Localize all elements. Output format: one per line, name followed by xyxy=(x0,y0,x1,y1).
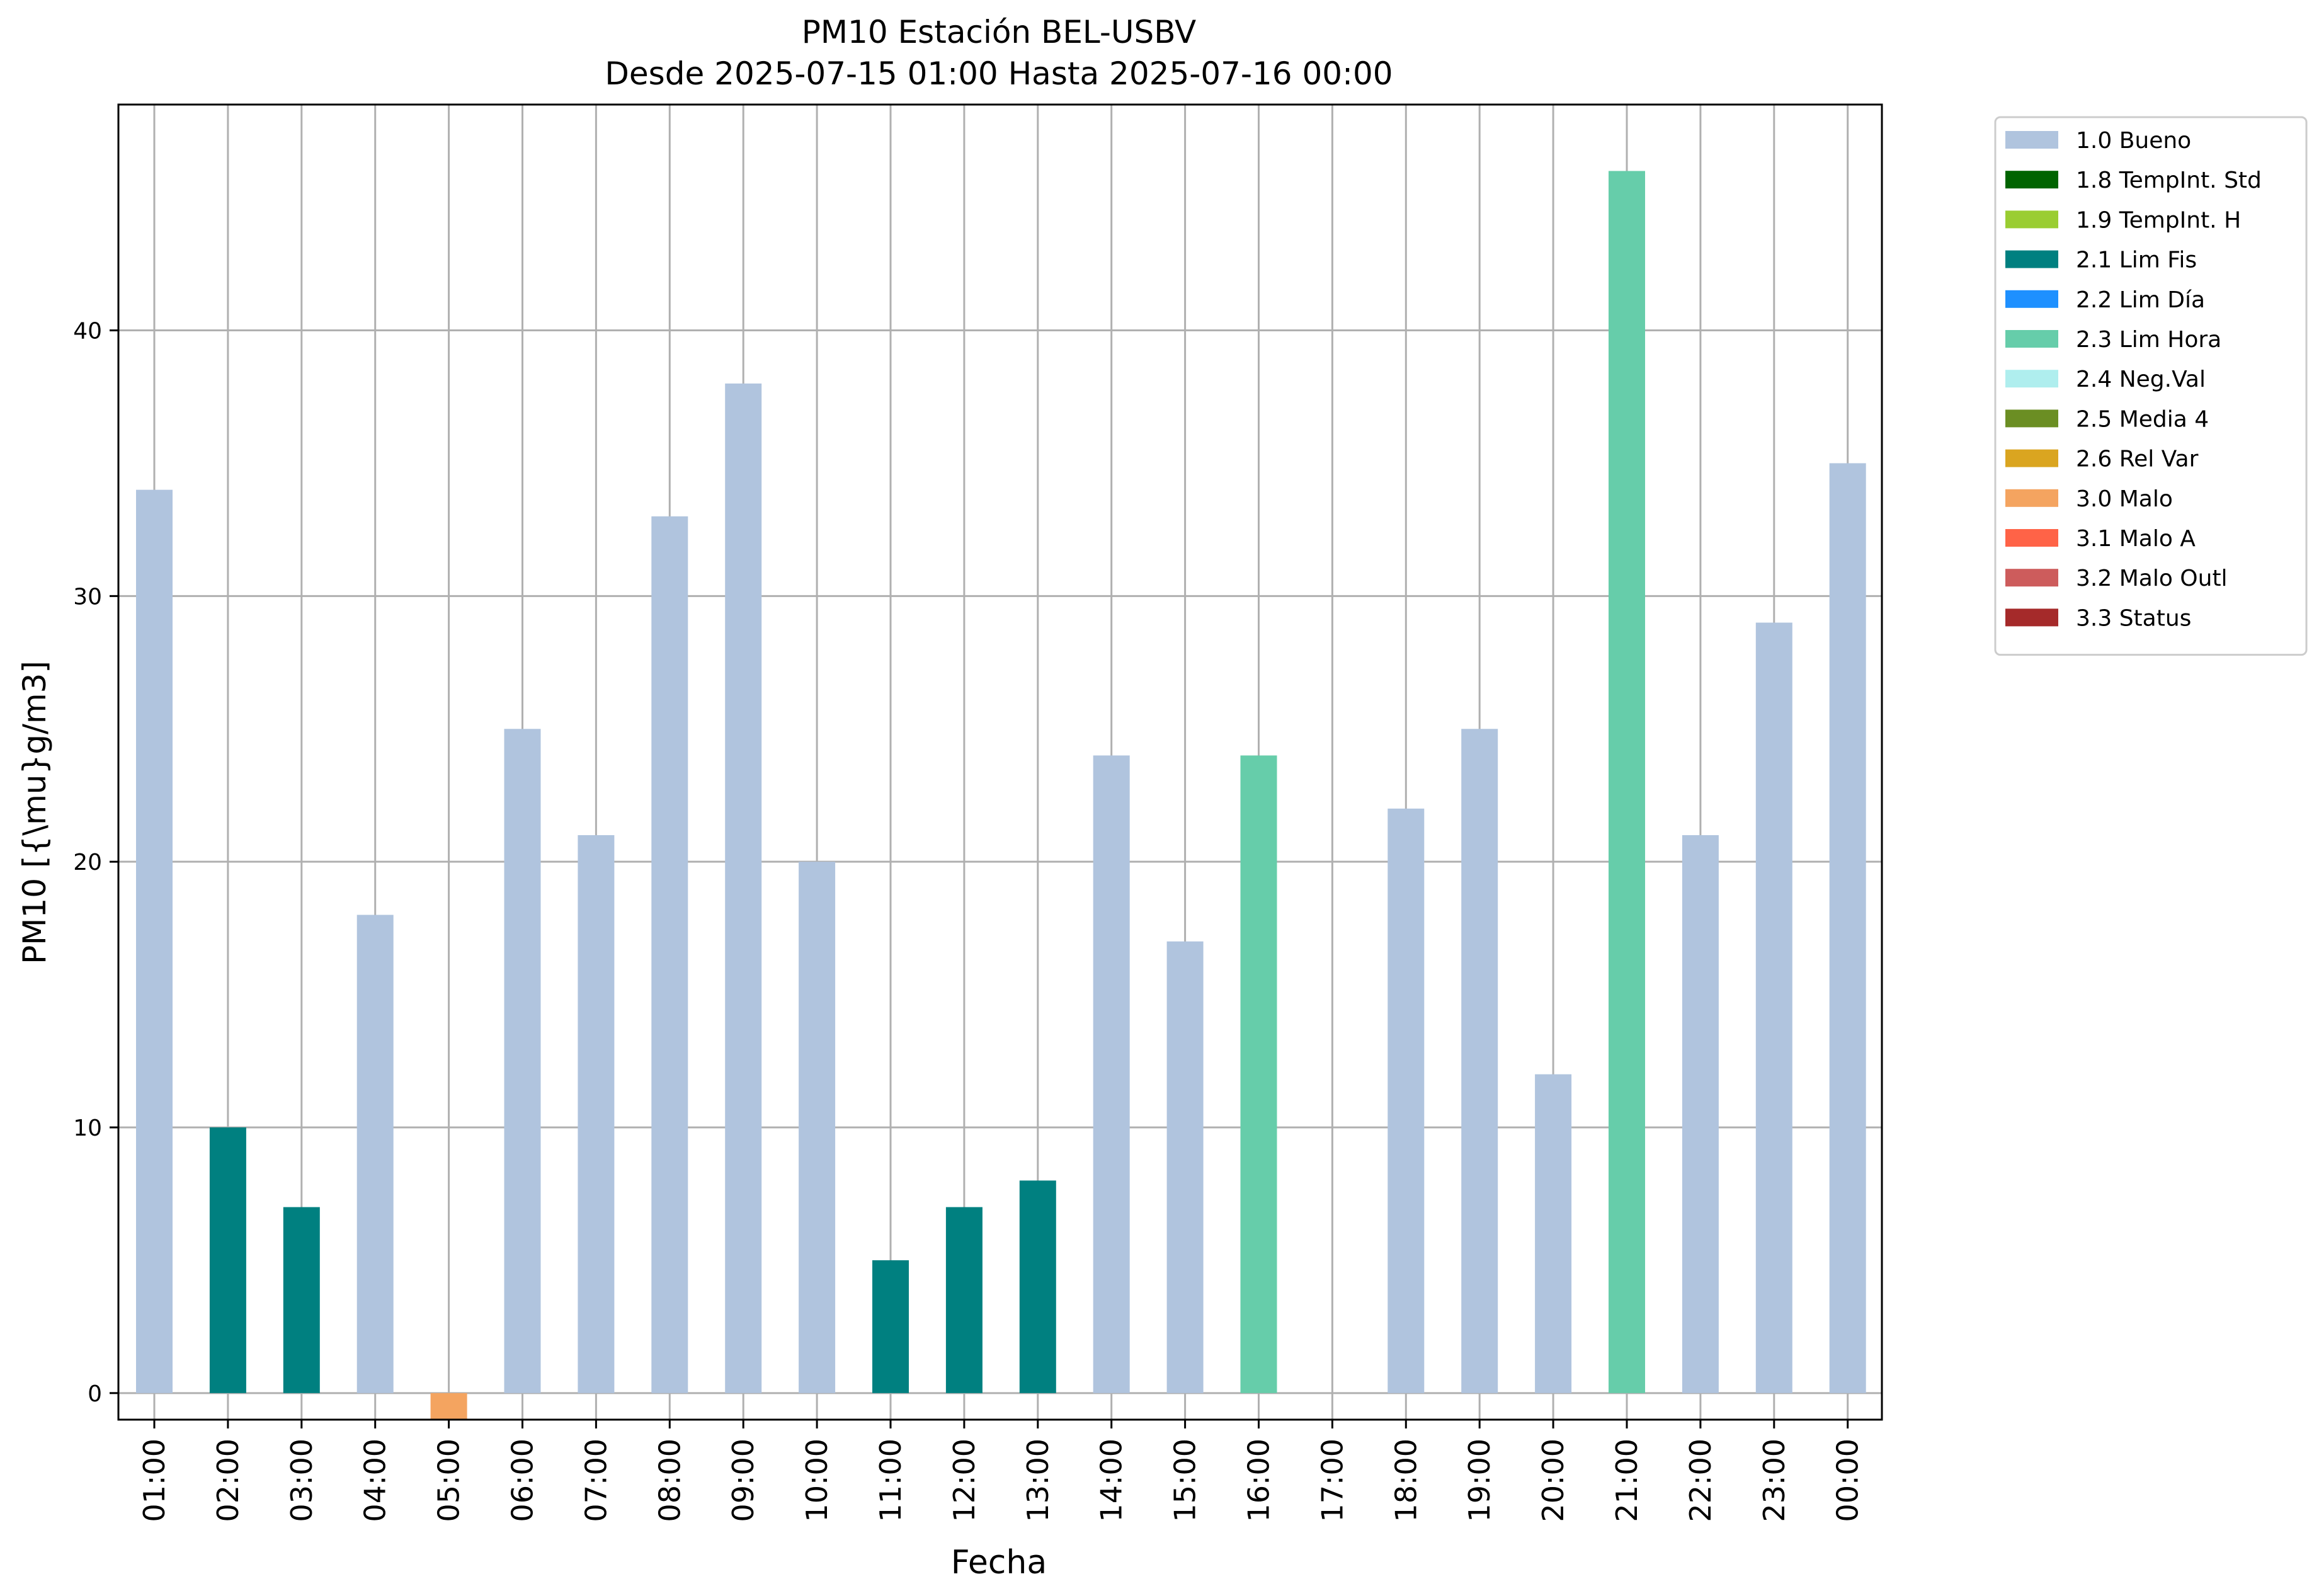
x-tick-label: 03:00 xyxy=(285,1439,319,1522)
legend-label: 2.6 Rel Var xyxy=(2076,447,2199,472)
legend-swatch xyxy=(2005,529,2058,547)
legend-swatch xyxy=(2005,489,2058,507)
x-tick-label: 05:00 xyxy=(432,1439,466,1522)
x-tick-label: 21:00 xyxy=(1610,1439,1644,1522)
bar-2300 xyxy=(1755,622,1792,1393)
x-tick-label: 23:00 xyxy=(1757,1439,1791,1522)
bar-0500 xyxy=(430,1393,467,1420)
bar-1800 xyxy=(1387,808,1425,1393)
bar-0000 xyxy=(1829,463,1866,1393)
bar-1600 xyxy=(1240,755,1277,1393)
x-tick-label: 14:00 xyxy=(1095,1439,1129,1522)
x-tick-label: 12:00 xyxy=(947,1439,981,1522)
bar-2100 xyxy=(1609,171,1645,1393)
chart-subtitle: Desde 2025-07-15 01:00 Hasta 2025-07-16 … xyxy=(605,55,1393,92)
legend-label: 2.4 Neg.Val xyxy=(2076,367,2206,392)
x-tick-label: 10:00 xyxy=(800,1439,834,1522)
legend-swatch xyxy=(2005,370,2058,388)
y-tick-label: 10 xyxy=(73,1115,102,1141)
x-tick-label: 09:00 xyxy=(726,1439,760,1522)
x-tick-label: 13:00 xyxy=(1021,1439,1055,1522)
legend-label: 1.0 Bueno xyxy=(2076,128,2191,154)
legend: 1.0 Bueno 1.8 TempInt. Std 1.9 TempInt. H 2… xyxy=(1994,116,2308,656)
legend-label: 1.8 TempInt. Std xyxy=(2076,168,2262,193)
y-tick-label: 30 xyxy=(73,584,102,610)
legend-swatch xyxy=(2005,409,2058,428)
legend-label: 3.3 Status xyxy=(2076,605,2191,631)
y-tick-label: 40 xyxy=(73,319,102,345)
bar-0600 xyxy=(504,729,541,1393)
x-tick-label: 20:00 xyxy=(1536,1439,1570,1522)
y-axis-label: PM10 [{\mu}g/m3] xyxy=(16,661,53,964)
x-tick-label: 11:00 xyxy=(874,1439,908,1522)
bar-1000 xyxy=(799,862,836,1393)
legend-label: 1.9 TempInt. H xyxy=(2076,207,2241,233)
legend-label: 2.5 Media 4 xyxy=(2076,406,2209,432)
bar-2200 xyxy=(1682,835,1719,1393)
legend-swatch xyxy=(2005,449,2058,467)
legend-label: 2.1 Lim Fis xyxy=(2076,248,2197,273)
bar-0800 xyxy=(651,516,688,1393)
x-tick-label: 04:00 xyxy=(358,1439,392,1522)
x-tick-label: 17:00 xyxy=(1315,1439,1349,1522)
legend-swatch xyxy=(2005,569,2058,587)
legend-label: 2.3 Lim Hora xyxy=(2076,327,2221,353)
x-tick-label: 16:00 xyxy=(1242,1439,1276,1522)
x-tick-label: 08:00 xyxy=(652,1439,687,1522)
bar-0200 xyxy=(209,1127,246,1393)
bar-1300 xyxy=(1019,1180,1056,1393)
bar-1100 xyxy=(872,1260,909,1393)
bar-1200 xyxy=(945,1207,983,1393)
legend-swatch xyxy=(2005,171,2058,189)
x-axis-ticks: 01:00 02:00 03:00 04:00 05:00 06:00 07:00 08:00… xyxy=(137,1420,1865,1522)
legend-label: 3.1 Malo A xyxy=(2076,526,2196,552)
legend-swatch xyxy=(2005,608,2058,627)
chart-title: PM10 Estación BEL-USBV xyxy=(802,14,1196,50)
bar-0700 xyxy=(578,835,615,1393)
x-tick-label: 07:00 xyxy=(579,1439,613,1522)
y-axis-ticks: 0 10 20 30 40 xyxy=(73,319,118,1407)
legend-swatch xyxy=(2005,330,2058,348)
x-tick-label: 19:00 xyxy=(1462,1439,1496,1522)
bar-1400 xyxy=(1093,755,1130,1393)
x-tick-label: 02:00 xyxy=(211,1439,245,1522)
x-tick-label: 06:00 xyxy=(506,1439,540,1522)
x-tick-label: 15:00 xyxy=(1168,1439,1202,1522)
legend-swatch xyxy=(2005,131,2058,149)
legend-label: 2.2 Lim Día xyxy=(2076,287,2205,313)
bar-0400 xyxy=(356,915,394,1393)
bar-0900 xyxy=(725,383,762,1393)
legend-swatch xyxy=(2005,290,2058,308)
legend-box xyxy=(1994,116,2308,656)
bar-1500 xyxy=(1166,941,1204,1393)
x-tick-label: 22:00 xyxy=(1684,1439,1718,1522)
x-axis-label: Fecha xyxy=(951,1544,1047,1582)
x-tick-label: 00:00 xyxy=(1831,1439,1865,1522)
y-tick-label: 0 xyxy=(88,1381,102,1407)
bar-0300 xyxy=(283,1207,320,1393)
bar-0100 xyxy=(136,489,173,1393)
legend-swatch xyxy=(2005,210,2058,229)
bar-2000 xyxy=(1535,1074,1572,1393)
x-tick-label: 18:00 xyxy=(1389,1439,1423,1522)
legend-swatch xyxy=(2005,250,2058,268)
bars xyxy=(136,171,1866,1420)
legend-label: 3.2 Malo Outl xyxy=(2076,566,2228,591)
plot-area-frame xyxy=(117,103,1883,1421)
legend-label: 3.0 Malo xyxy=(2076,486,2173,512)
bar-1900 xyxy=(1461,729,1498,1393)
x-tick-label: 01:00 xyxy=(137,1439,171,1522)
y-tick-label: 20 xyxy=(73,850,102,875)
